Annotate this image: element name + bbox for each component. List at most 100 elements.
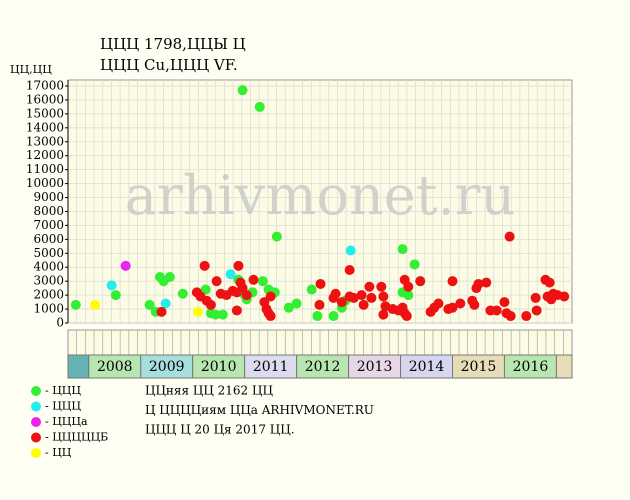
y-axis-label: ЦЦ,ЦЦ — [10, 63, 52, 76]
legend-marker — [31, 401, 41, 412]
y-tick-label: 17000 — [26, 79, 64, 93]
data-point — [144, 299, 155, 310]
y-tick-label: 5000 — [33, 246, 64, 260]
y-tick-label: 16000 — [26, 92, 64, 106]
data-point — [257, 276, 268, 287]
data-point — [271, 231, 282, 242]
y-tick-label: 3000 — [33, 274, 64, 288]
data-point — [364, 281, 375, 292]
legend-marker — [31, 432, 41, 443]
watermark: arhivmonet.ru — [125, 164, 515, 227]
data-point — [376, 281, 387, 292]
data-point — [455, 298, 466, 309]
data-point — [225, 269, 236, 280]
data-point — [312, 311, 323, 322]
y-tick-label: 14000 — [26, 120, 64, 134]
data-point — [265, 311, 276, 322]
data-point — [403, 290, 414, 301]
legend-label: - ЦЦ — [45, 446, 72, 459]
data-point — [531, 305, 542, 316]
data-point — [344, 265, 355, 276]
y-tick-label: 10000 — [26, 176, 64, 190]
data-point — [306, 284, 317, 295]
data-point — [291, 298, 302, 309]
data-point — [106, 280, 117, 291]
y-tick-label: 4000 — [33, 260, 64, 274]
year-label: 2016 — [513, 359, 549, 375]
data-point — [345, 245, 356, 256]
data-point — [521, 311, 532, 322]
data-point — [348, 292, 359, 303]
data-point — [231, 305, 242, 316]
data-point — [358, 299, 369, 310]
y-tick-label: 6000 — [33, 232, 64, 246]
data-point — [544, 277, 555, 288]
year-label: 2014 — [409, 359, 445, 375]
data-point — [265, 291, 276, 302]
data-point — [378, 291, 389, 302]
legend-label: - ЦЦЦ — [45, 384, 81, 397]
legend-label: - ЦЦЦа — [45, 415, 88, 428]
y-tick-label: 0 — [56, 316, 64, 330]
data-point — [217, 309, 228, 320]
y-tick-label: 15000 — [26, 106, 64, 120]
data-point — [481, 277, 492, 288]
year-label: 2009 — [149, 359, 185, 375]
year-label: 2012 — [305, 359, 341, 375]
data-point — [192, 306, 203, 317]
data-point — [199, 260, 210, 271]
data-point — [177, 288, 188, 299]
y-tick-label: 12000 — [26, 148, 64, 162]
year-label: 2013 — [357, 359, 393, 375]
data-point — [328, 311, 339, 322]
chart-title: ЦЦЦ 1798,ЦЦЫ Ц — [100, 35, 246, 53]
data-point — [504, 231, 515, 242]
data-point — [409, 259, 420, 270]
data-point — [205, 299, 216, 310]
data-point — [530, 292, 541, 303]
year-label: 2008 — [97, 359, 133, 375]
data-point — [397, 244, 408, 255]
y-tick-label: 11000 — [26, 162, 64, 176]
year-label: 2010 — [201, 359, 237, 375]
legend-label: - ЦЦЦ — [45, 400, 81, 413]
data-point — [415, 276, 426, 287]
legend-label: - ЦЦЦЦЦБ — [45, 431, 108, 444]
data-point — [433, 298, 444, 309]
data-point — [314, 299, 325, 310]
data-point — [473, 278, 484, 289]
data-point — [254, 101, 265, 112]
data-point — [469, 299, 480, 310]
data-point — [248, 274, 259, 285]
year-band — [555, 354, 573, 379]
data-point — [70, 299, 81, 310]
data-point — [241, 290, 252, 301]
year-band — [67, 354, 90, 379]
legend-marker — [31, 417, 41, 427]
data-point — [110, 290, 121, 301]
note: ЦЦняя ЦЦ 2162 ЦЦ — [145, 384, 273, 398]
data-point — [90, 299, 101, 310]
data-point — [210, 309, 221, 320]
data-point — [401, 311, 412, 322]
data-point — [160, 298, 171, 309]
data-point — [211, 276, 222, 287]
y-tick-label: 1000 — [33, 302, 64, 316]
data-point — [330, 288, 341, 299]
data-point — [336, 297, 347, 308]
y-tick-label: 13000 — [26, 134, 64, 148]
data-point — [366, 292, 377, 303]
data-point — [505, 311, 516, 322]
data-point — [447, 302, 458, 313]
data-point — [233, 260, 244, 271]
data-point — [378, 309, 389, 320]
data-point — [315, 278, 326, 289]
data-point — [237, 85, 248, 96]
data-point — [403, 281, 414, 292]
y-tick-label: 9000 — [33, 190, 64, 204]
legend-marker — [31, 448, 41, 458]
data-point — [559, 291, 570, 302]
note: ЦЦЦ Ц 20 Ця 2017 ЦЦ. — [145, 423, 295, 437]
y-tick-label: 2000 — [33, 288, 64, 302]
